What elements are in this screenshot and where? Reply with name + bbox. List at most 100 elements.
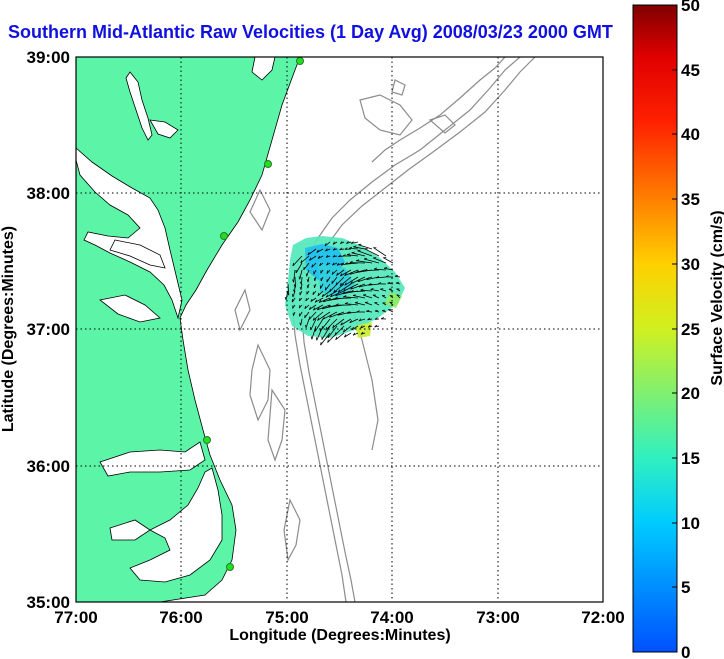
velocity-arrow [315,297,324,303]
radar-site-marker [264,160,272,168]
velocity-arrow [364,302,373,306]
velocity-arrow [351,252,366,257]
velocity-arrow-head [312,307,316,311]
y-tick-labels: 39:00 38:00 37:00 36:00 35:00 [27,48,70,612]
velocity-arrow-head [348,246,353,249]
velocity-arrow-head [395,281,400,284]
y-tick-label: 37:00 [27,320,70,339]
x-tick-label: 74:00 [370,608,413,627]
colorbar-tick-label: 0 [681,643,690,659]
velocity-arrow-head [346,253,351,256]
x-axis-label: Longitude (Degrees:Minutes) [229,627,450,644]
velocity-arrow-head [310,298,313,302]
velocity-arrow [320,283,324,289]
map-title: Southern Mid-Atlantic Raw Velocities (1 … [8,22,613,42]
velocity-arrow [325,283,331,291]
velocity-arrow-head [349,260,353,263]
velocity-arrow [380,288,387,292]
velocity-arrow-head [311,264,313,268]
velocity-arrow [314,318,324,332]
velocity-arrow-head [312,291,314,295]
velocity-arrow [329,311,345,318]
velocity-arrow-head [352,332,356,336]
velocity-arrow [373,257,387,264]
velocity-arrow [292,290,296,298]
velocity-arrow [311,262,317,268]
velocity-arrow-head [350,286,353,290]
velocity-arrow-head [358,243,362,246]
velocity-arrow [287,283,290,296]
velocity-arrow-head [339,282,342,286]
velocity-arrow-head [309,257,312,261]
albemarle-sound [99,441,206,477]
velocity-arrow-head [317,292,320,296]
velocity-arrow-head [351,326,354,330]
colorbar-tick-label: 15 [681,449,700,468]
velocity-arrow [311,325,317,340]
velocity-arrow [374,302,380,306]
velocity-arrow [301,276,303,285]
velocity-arrow [366,310,373,313]
velocity-arrow-head [335,303,339,306]
velocity-arrow [340,318,352,326]
colorbar-label: Surface Velocity (cm/s) [709,210,724,385]
velocity-arrow-head [321,293,324,297]
velocity-arrow-head [358,318,362,322]
velocity-arrow [317,255,324,259]
velocity-arrow [346,311,359,314]
velocity-arrow [317,311,331,321]
x-tick-label: 75:00 [265,608,308,627]
velocity-arrow-head [335,336,338,340]
velocity-arrow-head [343,295,347,298]
colorbar-tick-label: 10 [681,514,700,533]
velocity-arrow-head [367,324,371,328]
velocity-arrow [373,247,387,257]
velocity-arrow-head [350,241,354,244]
colorbar-ticks [672,4,677,588]
velocity-arrow [351,241,359,244]
velocity-arrow-head [308,306,312,310]
velocity-arrow-head [342,291,346,295]
velocity-arrow-head [349,272,353,275]
velocity-arrow [329,283,338,292]
velocity-arrow [313,304,324,311]
velocity-arrow [350,290,366,293]
velocity-arrow-head [352,294,356,296]
velocity-arrow-head [332,262,335,266]
velocity-arrow-head [314,299,318,303]
velocity-arrow [350,276,366,285]
colorbar-tick-label: 40 [681,125,700,144]
velocity-arrow-head [328,298,332,301]
velocity-arrow-head [366,277,370,280]
velocity-arrow [310,318,317,331]
velocity-arrow [343,296,359,299]
velocity-arrow [372,294,380,299]
velocity-arrow [336,269,345,276]
velocity-arrow-head [304,305,307,309]
velocity-arrow [395,275,401,278]
velocity-arrow [325,318,338,331]
velocity-arrow [358,244,373,250]
radar-site-marker [226,563,234,571]
velocity-arrow-head [326,270,328,274]
velocity-arrow [335,297,352,299]
velocity-arrow-head [310,336,313,340]
velocity-arrow [316,248,324,253]
velocity-arrow-head [305,273,308,277]
velocity-arrow-head [339,247,343,251]
velocity-arrow-head [344,273,347,276]
velocity-arrow [352,332,359,336]
velocity-arrow-head [323,299,326,303]
velocity-arrow [337,283,352,293]
velocity-arrow [360,289,373,292]
velocity-arrow-head [324,243,327,247]
velocity-arrow-head [284,296,287,301]
y-tick-label: 38:00 [27,184,70,203]
velocity-arrow-head [344,282,347,286]
grid-lines [76,57,603,602]
chesapeake-bay [76,147,183,320]
velocity-arrow-head [360,331,364,335]
velocity-arrow [294,276,296,288]
velocity-arrow-head [380,317,384,320]
velocity-arrow [333,283,345,293]
